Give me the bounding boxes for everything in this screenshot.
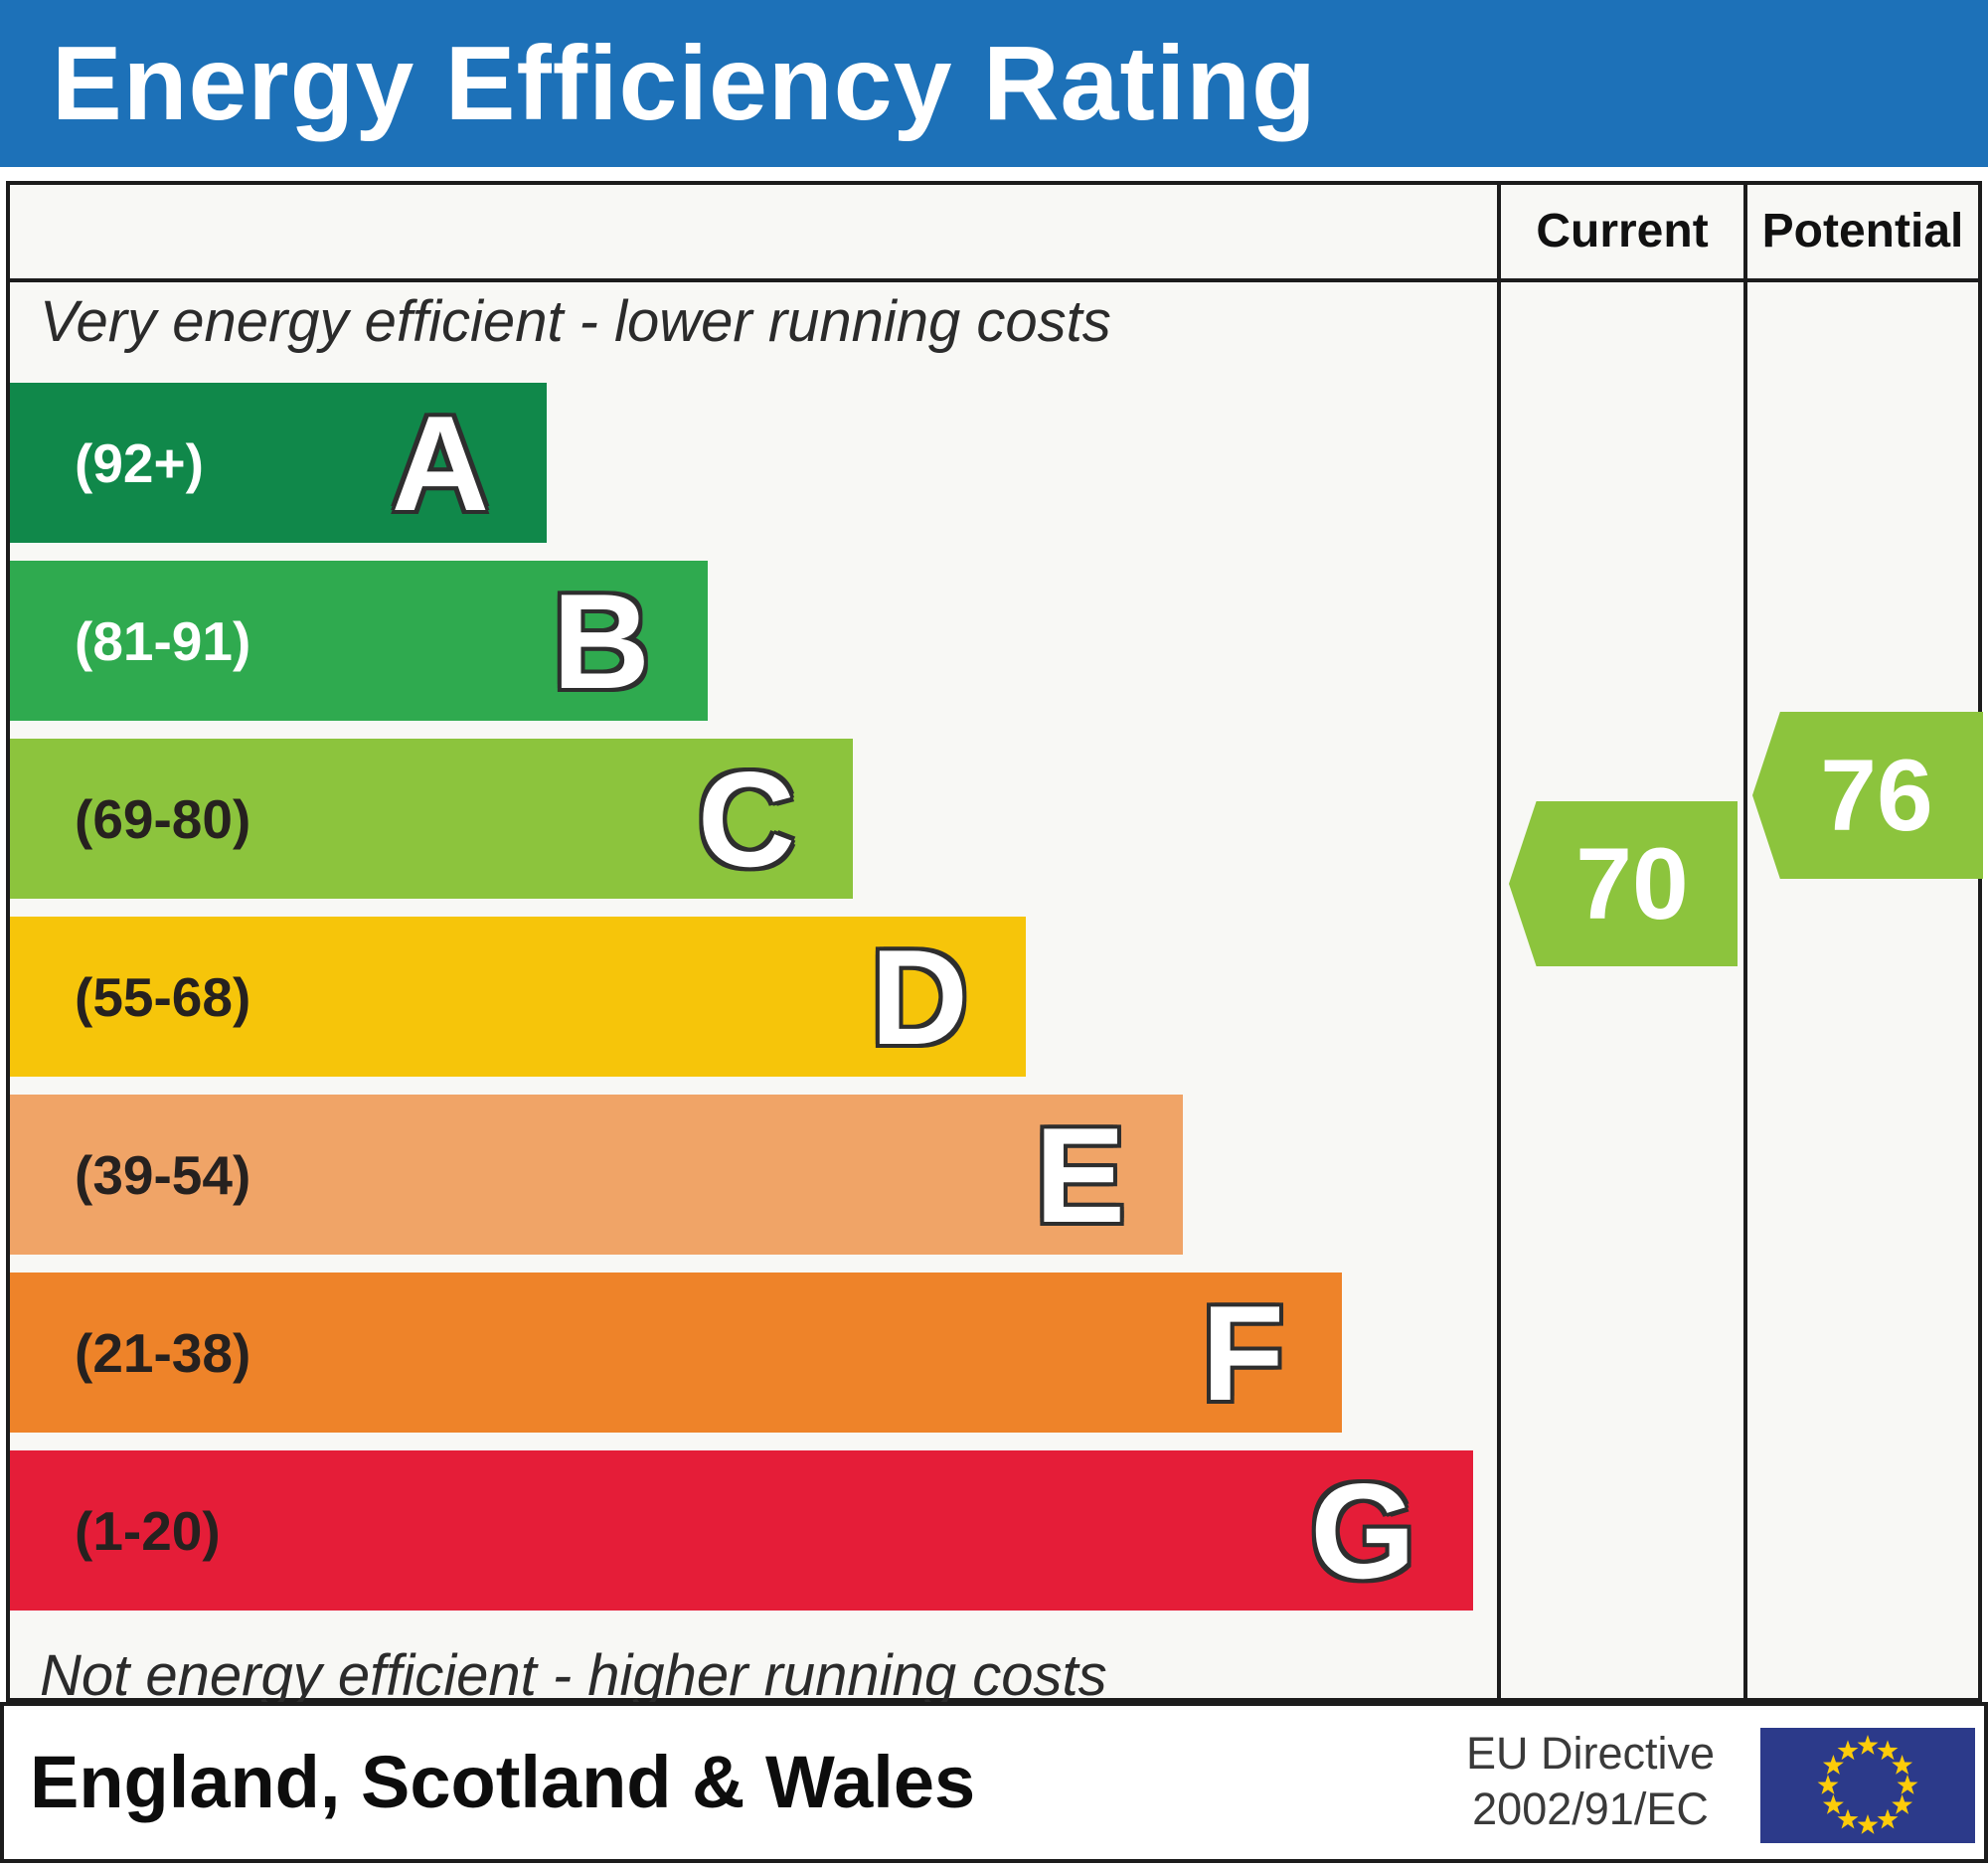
band-letter: E <box>1035 1099 1125 1251</box>
column-divider-potential <box>1743 185 1747 1698</box>
band-range-label: (92+) <box>75 431 204 494</box>
band-letter: G <box>1310 1454 1415 1607</box>
band-row-f: (21-38) F <box>10 1273 1342 1433</box>
eu-directive-line2: 2002/91/EC <box>1472 1783 1709 1834</box>
band-range-label: (21-38) <box>75 1321 251 1384</box>
band-letter: F <box>1201 1276 1284 1429</box>
column-header-potential: Potential <box>1761 205 1964 257</box>
band-range-label: (1-20) <box>75 1499 221 1562</box>
band-letter: B <box>552 565 650 717</box>
footer: England, Scotland & Wales EU Directive 2… <box>0 1702 1988 1863</box>
caption-not-efficient: Not energy efficient - higher running co… <box>40 1643 1107 1708</box>
band-row-e: (39-54) E <box>10 1095 1183 1255</box>
band-row-c: (69-80) C <box>10 739 853 899</box>
rating-table: Current Potential Very energy efficient … <box>6 181 1983 1708</box>
band-range-label: (39-54) <box>75 1143 251 1206</box>
page-title: Energy Efficiency Rating <box>52 24 1317 142</box>
band-letter: D <box>870 921 968 1073</box>
potential-rating-value: 76 <box>1820 738 1933 852</box>
potential-rating-marker: 76 <box>1752 712 1983 879</box>
region-label: England, Scotland & Wales <box>30 1741 976 1823</box>
band-range-label: (81-91) <box>75 609 251 672</box>
current-rating-value: 70 <box>1575 826 1689 940</box>
band-row-d: (55-68) D <box>10 917 1026 1077</box>
band-range-label: (69-80) <box>75 787 251 850</box>
band-letter: C <box>697 743 795 895</box>
current-rating-marker: 70 <box>1509 801 1738 966</box>
eu-directive-line1: EU Directive <box>1465 1728 1716 1779</box>
band-range-label: (55-68) <box>75 965 251 1028</box>
band-row-a: (92+) A <box>10 383 547 543</box>
caption-very-efficient: Very energy efficient - lower running co… <box>40 289 1111 354</box>
eu-flag-icon <box>1760 1728 1975 1843</box>
band-row-g: (1-20) G <box>10 1450 1473 1611</box>
column-divider-current <box>1497 185 1501 1698</box>
band-letter: A <box>391 387 489 539</box>
table-header-row: Current Potential <box>10 185 1978 282</box>
title-bar: Energy Efficiency Rating <box>0 0 1988 167</box>
column-header-current: Current <box>1536 205 1709 257</box>
band-row-b: (81-91) B <box>10 561 708 721</box>
eu-directive-label: EU Directive 2002/91/EC <box>1446 1726 1735 1837</box>
